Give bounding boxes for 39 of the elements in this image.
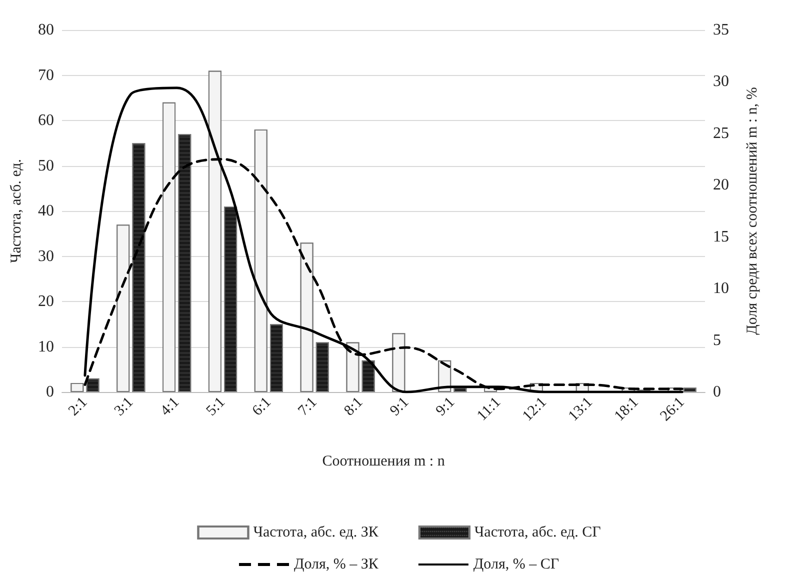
- x-tick-label: 2:1: [66, 394, 91, 420]
- y2-axis-title: Доля среди всех соотношений m : n, %: [744, 87, 760, 335]
- x-tick-label: 9:1: [433, 394, 458, 420]
- line-series: [84, 86, 684, 394]
- legend-label: Частота, абс. ед. ЗК: [253, 524, 380, 540]
- y2-tick-label: 0: [713, 384, 721, 400]
- legend-label: Частота, абс. ед. СГ: [474, 524, 602, 540]
- y-tick-label: 20: [38, 293, 54, 310]
- x-tick-label: 11:1: [474, 394, 504, 424]
- y-tick-label: 30: [38, 248, 54, 265]
- y-tick-label: 80: [38, 22, 54, 38]
- legend-label: Доля, % – ЗК: [294, 556, 380, 572]
- y2-tick-label: 35: [713, 22, 729, 38]
- y2-tick-label: 30: [713, 73, 729, 90]
- y-tick-label: 40: [38, 202, 54, 220]
- x-tick-label: 4:1: [158, 394, 182, 420]
- x-tick-label: 26:1: [658, 394, 688, 424]
- y-tick-label: 60: [38, 112, 54, 129]
- x-tick-label: 13:1: [566, 394, 596, 424]
- y2-tick-label: 25: [713, 124, 729, 142]
- x-tick-label: 9:1: [387, 394, 412, 420]
- y-axis-title: Частота, асб. ед.: [8, 158, 24, 264]
- x-tick-label: 8:1: [341, 394, 366, 420]
- x-axis-title: Соотношения m : n: [322, 454, 446, 470]
- y2-tick-label: 20: [713, 176, 729, 194]
- y2-tick-label: 10: [713, 280, 729, 298]
- x-tick-label: 12:1: [520, 394, 550, 424]
- y2-tick-label: 5: [713, 332, 721, 349]
- y2-tick-label: 15: [713, 228, 729, 246]
- x-tick-label: 5:1: [204, 394, 228, 420]
- x-tick-label: 6:1: [249, 394, 274, 420]
- legend-label: Доля, % – СГ: [473, 556, 560, 572]
- x-tick-label: 3:1: [112, 394, 137, 420]
- y-tick-label: 50: [38, 157, 54, 174]
- x-tick-label: 7:1: [295, 394, 320, 420]
- y-tick-label: 10: [38, 338, 54, 356]
- y-tick-label: 0: [46, 384, 54, 400]
- y-tick-label: 70: [38, 66, 54, 84]
- x-tick-label: 18:1: [612, 394, 642, 424]
